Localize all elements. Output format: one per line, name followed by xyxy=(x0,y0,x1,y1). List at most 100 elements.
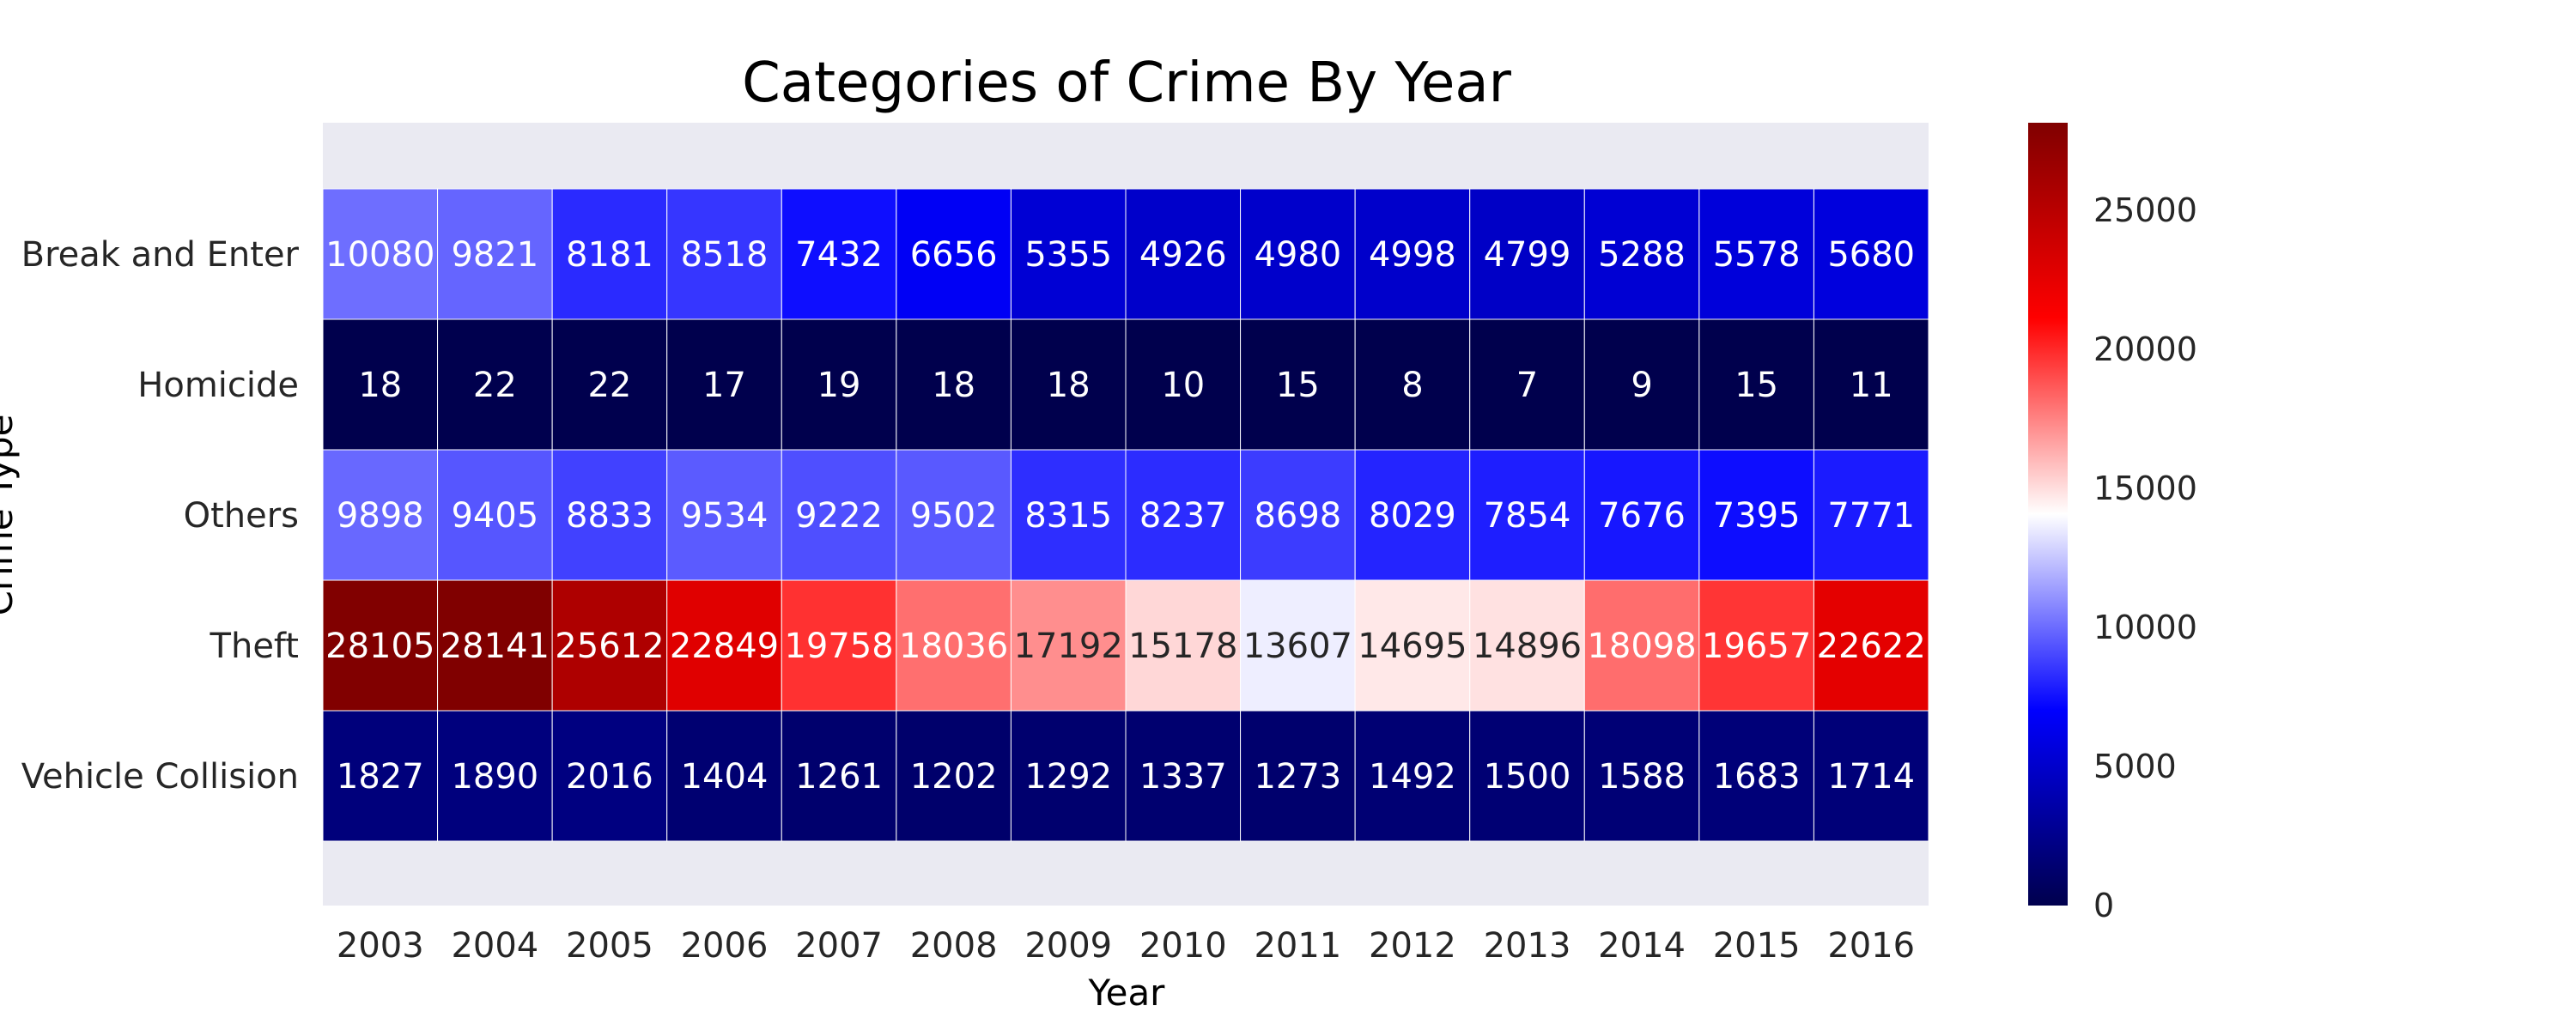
colorbar-tick-label: 20000 xyxy=(2093,330,2197,368)
heatmap-cell xyxy=(437,449,553,581)
cell-value-label: 7 xyxy=(1516,366,1538,405)
heatmap-cell xyxy=(1813,449,1929,581)
heatmap-cell xyxy=(666,318,782,451)
cell-value-label: 13607 xyxy=(1243,627,1352,666)
cell-value-label: 8518 xyxy=(681,235,769,275)
heatmap-cell xyxy=(437,318,553,451)
heatmap-cell xyxy=(666,188,782,320)
heatmap-cell xyxy=(437,710,553,842)
x-tick-label: 2010 xyxy=(1139,926,1227,966)
heatmap-cell xyxy=(1125,579,1242,712)
cell-value-label: 1261 xyxy=(795,757,883,797)
heatmap-cell xyxy=(1698,449,1814,581)
cell-value-label: 1890 xyxy=(451,757,538,797)
x-tick-label: 2014 xyxy=(1598,926,1686,966)
cell-value-label: 1500 xyxy=(1484,757,1571,797)
cell-value-label: 7676 xyxy=(1598,496,1686,536)
heatmap-cell xyxy=(1469,318,1585,451)
heatmap-cell xyxy=(666,579,782,712)
heatmap-cell xyxy=(1010,579,1127,712)
cell-value-label: 8029 xyxy=(1369,496,1456,536)
heatmap-cell xyxy=(1813,579,1929,712)
cell-value-label: 11 xyxy=(1850,366,1893,405)
cell-value-label: 2016 xyxy=(566,757,653,797)
cell-value-label: 9405 xyxy=(451,496,538,536)
cell-value-label: 8698 xyxy=(1254,496,1341,536)
cell-value-label: 1588 xyxy=(1598,757,1686,797)
cell-value-label: 8237 xyxy=(1139,496,1227,536)
x-tick-label: 2005 xyxy=(566,926,653,966)
heatmap-cell xyxy=(1583,579,1700,712)
heatmap-cell xyxy=(1240,579,1356,712)
heatmap-cell xyxy=(781,449,897,581)
y-tick-label: Vehicle Collision xyxy=(21,757,299,797)
heatmap-cell xyxy=(1240,449,1356,581)
cell-value-label: 17192 xyxy=(1014,627,1123,666)
chart-title: Categories of Crime By Year xyxy=(742,52,1512,115)
heatmap-cell xyxy=(322,318,439,451)
heatmap-cell xyxy=(322,579,439,712)
colorbar-tick-label: 5000 xyxy=(2093,748,2177,785)
y-tick-label: Homicide xyxy=(137,366,299,405)
cell-value-label: 19758 xyxy=(784,627,893,666)
heatmap-cell xyxy=(1240,710,1356,842)
heatmap-cell xyxy=(896,579,1012,712)
cell-value-label: 10 xyxy=(1161,366,1205,405)
heatmap-cell xyxy=(1010,318,1127,451)
cell-value-label: 22 xyxy=(473,366,517,405)
x-tick-label: 2008 xyxy=(910,926,998,966)
cell-value-label: 28141 xyxy=(440,627,550,666)
colorbar-tick-label: 15000 xyxy=(2093,470,2197,507)
cell-value-label: 8 xyxy=(1401,366,1423,405)
cell-value-label: 1273 xyxy=(1254,757,1341,797)
y-tick-label: Theft xyxy=(210,627,299,666)
heatmap-cell xyxy=(896,449,1012,581)
heatmap-cell xyxy=(551,710,668,842)
cell-value-label: 18 xyxy=(1047,366,1091,405)
heatmap-cell xyxy=(1354,710,1471,842)
cell-value-label: 18098 xyxy=(1587,627,1696,666)
colorbar-tick-label: 10000 xyxy=(2093,609,2197,646)
cell-value-label: 18 xyxy=(358,366,402,405)
x-tick-label: 2012 xyxy=(1369,926,1456,966)
cell-value-label: 4998 xyxy=(1369,235,1456,275)
cell-labels: 10080 9821 8181 8518 7432 6656 5355 4926 4980 499… xyxy=(325,235,1926,797)
heatmap-cell xyxy=(1354,188,1471,320)
cell-value-label: 19 xyxy=(817,366,861,405)
cell-value-label: 1337 xyxy=(1139,757,1227,797)
heatmap-cell xyxy=(437,579,553,712)
x-tick-label: 2009 xyxy=(1024,926,1112,966)
cell-value-label: 5680 xyxy=(1827,235,1915,275)
heatmap-cell xyxy=(781,710,897,842)
cell-value-label: 7854 xyxy=(1484,496,1571,536)
cell-value-label: 7432 xyxy=(795,235,883,275)
heatmap-cell xyxy=(1240,318,1356,451)
cell-value-label: 9534 xyxy=(681,496,769,536)
cell-value-label: 4799 xyxy=(1484,235,1571,275)
cell-value-label: 1292 xyxy=(1024,757,1112,797)
cell-value-label: 15 xyxy=(1276,366,1320,405)
x-tick-label: 2013 xyxy=(1484,926,1571,966)
cell-value-label: 14896 xyxy=(1473,627,1582,666)
heatmap-cell xyxy=(437,188,553,320)
heatmap-cell xyxy=(551,449,668,581)
colorbar xyxy=(2028,123,2068,906)
cell-value-label: 18036 xyxy=(899,627,1008,666)
cell-value-label: 1827 xyxy=(337,757,424,797)
heatmap-cell xyxy=(1240,188,1356,320)
cell-value-label: 9222 xyxy=(795,496,883,536)
x-tick-label: 2007 xyxy=(795,926,883,966)
heatmap-cell xyxy=(322,710,439,842)
cell-value-label: 8833 xyxy=(566,496,653,536)
cell-value-label: 1492 xyxy=(1369,757,1456,797)
cell-value-label: 28105 xyxy=(325,627,434,666)
cell-value-label: 1683 xyxy=(1713,757,1801,797)
x-tick-label: 2004 xyxy=(451,926,538,966)
y-tick-label: Others xyxy=(184,496,299,536)
heatmap-cell xyxy=(1469,449,1585,581)
x-tick-label: 2006 xyxy=(681,926,769,966)
heatmap-cell xyxy=(666,710,782,842)
x-tick-labels: 2003 2004 2005 2006 2007 2008 2009 2010 2011 2012… xyxy=(337,926,1915,966)
colorbar-tick-label: 25000 xyxy=(2093,191,2197,229)
cell-value-label: 17 xyxy=(702,366,746,405)
